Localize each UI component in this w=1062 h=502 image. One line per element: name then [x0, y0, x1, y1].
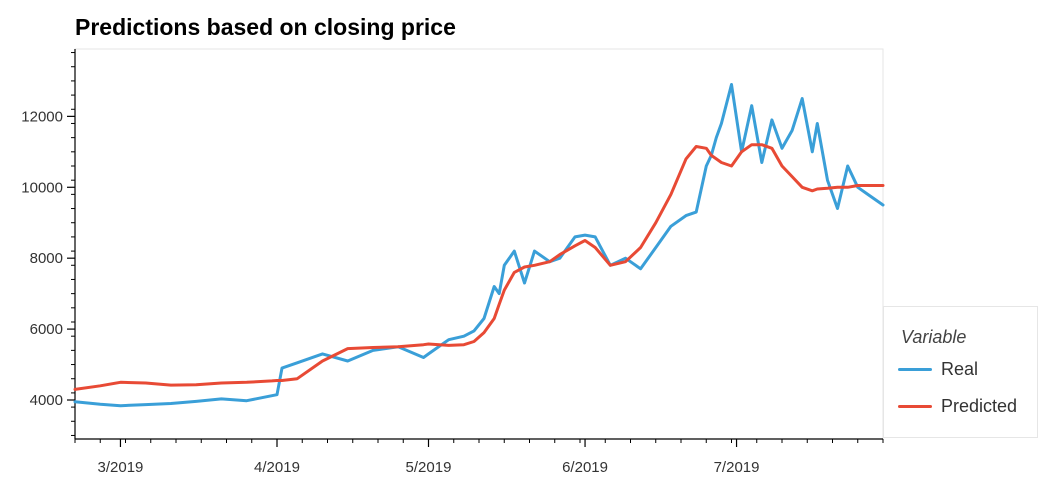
x-tick-label: 5/2019: [406, 459, 452, 476]
series-line-real: [73, 83, 885, 408]
legend-label-real: Real: [941, 358, 979, 379]
legend: Variable Real Predicted: [883, 306, 1038, 438]
series-layer: [73, 83, 885, 408]
x-tick-label: 3/2019: [98, 459, 144, 476]
plot-area: [74, 48, 884, 440]
series-line-predicted: [73, 143, 885, 391]
axes: 4000 6000 8000 10000 12000 3/2019 4/2019 5/2019…: [21, 49, 884, 476]
legend-title: Variable: [901, 327, 967, 347]
legend-item-real[interactable]: Real: [898, 358, 978, 380]
legend-label-predicted: Predicted: [941, 395, 1018, 416]
y-tick-label: 10000: [21, 179, 63, 196]
x-tick-label: 4/2019: [254, 459, 300, 476]
y-tick-label: 6000: [30, 321, 63, 338]
legend-swatch-predicted: [898, 404, 932, 408]
x-tick-label: 6/2019: [562, 459, 608, 476]
y-tick-label: 8000: [30, 250, 63, 267]
x-tick-label: 7/2019: [714, 459, 760, 476]
y-tick-label: 12000: [21, 108, 63, 125]
legend-item-predicted[interactable]: Predicted: [898, 395, 1017, 417]
y-tick-label: 4000: [30, 392, 63, 409]
chart-title: Predictions based on closing price: [75, 14, 456, 40]
legend-swatch-real: [898, 367, 932, 371]
